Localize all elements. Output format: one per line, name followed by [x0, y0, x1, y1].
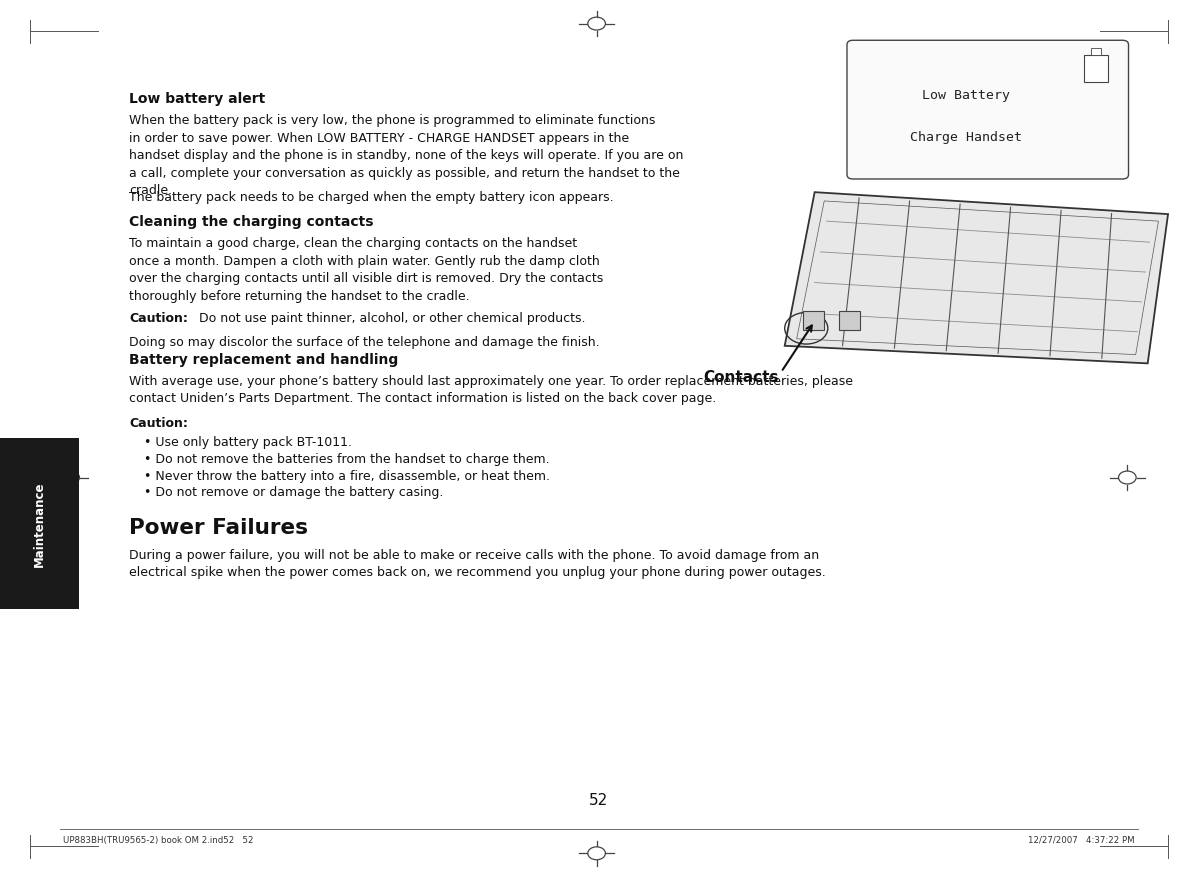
Polygon shape: [785, 193, 1168, 364]
Text: • Never throw the battery into a fire, disassemble, or heat them.: • Never throw the battery into a fire, d…: [144, 469, 550, 482]
Text: Power Failures: Power Failures: [129, 517, 308, 538]
Text: Caution:: Caution:: [129, 417, 188, 430]
Text: Caution:: Caution:: [129, 311, 188, 324]
Bar: [803, 311, 824, 331]
Text: 12/27/2007   4:37:22 PM: 12/27/2007 4:37:22 PM: [1028, 835, 1135, 844]
Text: Charge Handset: Charge Handset: [910, 131, 1022, 144]
Text: To maintain a good charge, clean the charging contacts on the handset
once a mon: To maintain a good charge, clean the cha…: [129, 237, 604, 303]
Text: • Use only battery pack BT-1011.: • Use only battery pack BT-1011.: [144, 436, 352, 449]
Text: During a power failure, you will not be able to make or receive calls with the p: During a power failure, you will not be …: [129, 548, 827, 579]
Text: Maintenance: Maintenance: [34, 481, 46, 567]
Text: The battery pack needs to be charged when the empty battery icon appears.: The battery pack needs to be charged whe…: [129, 191, 615, 204]
Text: Cleaning the charging contacts: Cleaning the charging contacts: [129, 215, 374, 229]
Text: • Do not remove or damage the battery casing.: • Do not remove or damage the battery ca…: [144, 486, 443, 499]
FancyBboxPatch shape: [847, 41, 1129, 180]
Text: When the battery pack is very low, the phone is programmed to eliminate function: When the battery pack is very low, the p…: [129, 114, 684, 197]
Bar: [0, 438, 79, 610]
Text: • Do not remove the batteries from the handset to charge them.: • Do not remove the batteries from the h…: [144, 453, 550, 466]
Text: Battery replacement and handling: Battery replacement and handling: [129, 353, 399, 367]
Text: 52: 52: [589, 792, 609, 808]
Text: Do not use paint thinner, alcohol, or other chemical products.: Do not use paint thinner, alcohol, or ot…: [199, 311, 586, 324]
Bar: [1091, 49, 1101, 56]
Text: With average use, your phone’s battery should last approximately one year. To or: With average use, your phone’s battery s…: [129, 374, 853, 405]
Text: Low battery alert: Low battery alert: [129, 92, 266, 106]
Text: Low Battery: Low Battery: [922, 89, 1010, 102]
Text: UP883BH(TRU9565-2) book OM 2.ind52   52: UP883BH(TRU9565-2) book OM 2.ind52 52: [63, 835, 254, 844]
Text: Contacts: Contacts: [703, 369, 779, 385]
Bar: [1084, 56, 1108, 82]
Text: Doing so may discolor the surface of the telephone and damage the finish.: Doing so may discolor the surface of the…: [129, 336, 600, 349]
Bar: [839, 311, 860, 331]
